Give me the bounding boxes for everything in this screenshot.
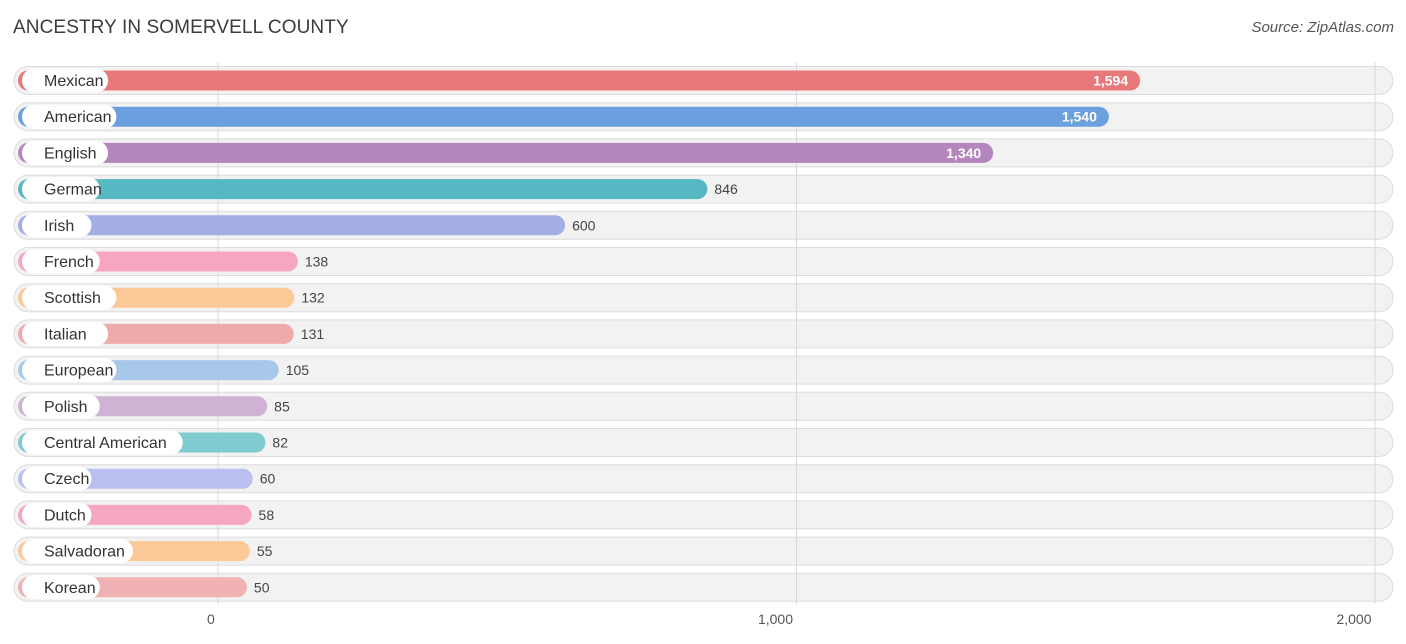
row-background	[13, 572, 1394, 602]
category-label-pill	[22, 321, 109, 346]
category-label: Central American	[44, 435, 167, 452]
x-axis-ticks: 0 1,000 2,000	[207, 611, 1372, 627]
category-label-pill	[22, 502, 92, 527]
bar-irish	[18, 215, 566, 236]
value-label: 1,594	[1093, 73, 1128, 89]
category-label: German	[44, 182, 102, 199]
value-label: 82	[272, 435, 288, 451]
row-background	[13, 319, 1394, 349]
value-label: 60	[260, 471, 276, 487]
row-background	[13, 247, 1394, 276]
category-label-pill	[22, 213, 92, 238]
row-background	[13, 391, 1394, 421]
category-label: Dutch	[44, 507, 86, 524]
bar-english	[18, 142, 994, 163]
category-label-pill	[22, 104, 117, 129]
category-label-pill	[22, 539, 133, 564]
x-tick-label: 0	[207, 611, 215, 627]
value-label: 846	[714, 181, 738, 197]
category-label: Mexican	[44, 73, 104, 90]
value-label: 1,340	[946, 145, 981, 161]
row-background	[13, 536, 1394, 566]
value-label: 600	[572, 217, 596, 233]
category-label-pill	[22, 285, 117, 310]
category-label-pill	[22, 358, 117, 383]
category-label: Italian	[44, 326, 87, 343]
row-background	[13, 283, 1394, 313]
value-label: 55	[257, 543, 273, 559]
x-tick-label: 1,000	[758, 611, 793, 627]
bar-mexican	[18, 70, 1141, 91]
value-label: 132	[301, 290, 325, 306]
category-label: French	[44, 254, 94, 271]
category-label-pill	[22, 575, 100, 600]
category-label: American	[44, 109, 112, 126]
chart-title: ANCESTRY IN SOMERVELL COUNTY	[13, 17, 349, 38]
category-label: Salvadoran	[44, 544, 125, 561]
category-label: Irish	[44, 218, 74, 235]
category-label-pill	[22, 430, 183, 455]
value-label: 85	[274, 398, 290, 414]
rows-layer: Mexican 1,594 American 1,540 English 1,340 Ger…	[18, 68, 1141, 600]
category-label: English	[44, 145, 96, 162]
category-label-pill	[22, 140, 109, 165]
category-label: Polish	[44, 399, 88, 416]
category-label: Scottish	[44, 290, 101, 307]
category-label-pill	[22, 466, 92, 491]
row-background	[13, 355, 1394, 385]
category-label-pill	[22, 249, 100, 274]
value-label: 131	[301, 326, 325, 342]
category-label-pill	[22, 177, 100, 202]
row-background	[13, 428, 1394, 457]
value-label: 50	[254, 579, 270, 595]
chart-source: Source: ZipAtlas.com	[1251, 19, 1394, 36]
bar-american	[18, 106, 1109, 127]
value-label: 58	[259, 507, 275, 523]
value-label: 105	[286, 362, 310, 378]
value-label: 1,540	[1062, 109, 1097, 125]
x-tick-label: 2,000	[1336, 611, 1371, 627]
row-background	[13, 500, 1394, 530]
bar-german	[18, 179, 708, 200]
category-label: Czech	[44, 471, 89, 488]
category-label: Korean	[44, 580, 96, 597]
value-label: 138	[305, 254, 329, 270]
category-label-pill	[22, 394, 100, 419]
category-label-pill	[22, 68, 109, 93]
category-label: European	[44, 363, 113, 380]
row-background	[13, 464, 1394, 494]
